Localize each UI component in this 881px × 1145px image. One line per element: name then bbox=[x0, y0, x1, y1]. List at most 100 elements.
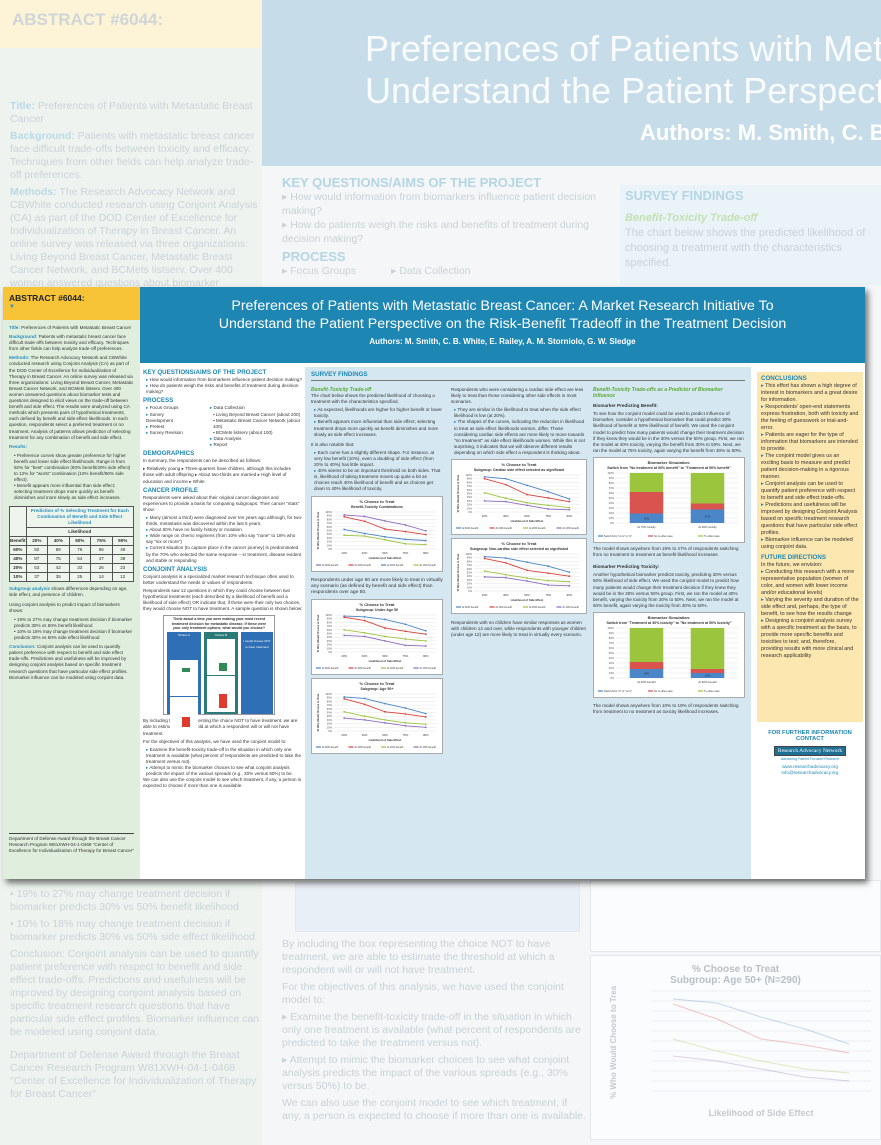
chart-subtitle: Subgroup: Under Age 50 bbox=[356, 608, 398, 612]
bg-conjoint-text: By including the box representing the ch… bbox=[282, 938, 587, 1127]
bg-abstract-text: Title: Preferences of Patients with Meta… bbox=[10, 100, 260, 294]
bg-x-axis-label: Likelihood of Side Effect bbox=[708, 1108, 813, 1118]
email-link[interactable]: info@researchadvocacy.org bbox=[781, 770, 839, 775]
legend-label: At 60% benefit bbox=[462, 527, 479, 530]
bar-segment bbox=[629, 472, 664, 492]
bg-text: ▸ Examine the benefit-toxicity trade-off… bbox=[282, 1011, 581, 1049]
legend-label: At 40% benefit bbox=[355, 667, 372, 670]
y-tick-label: 0% bbox=[328, 547, 332, 551]
table-cell: 75 bbox=[47, 554, 70, 565]
text: The Research Advocacy Network and CBWhit… bbox=[9, 355, 134, 440]
list-item: Patients are eager for the type of infor… bbox=[761, 432, 859, 453]
data-point bbox=[424, 712, 427, 715]
bg-process-title: PROCESS bbox=[282, 249, 346, 264]
legend-label: Tx either case bbox=[704, 690, 720, 693]
x-tick-label: 75% bbox=[545, 514, 551, 518]
bg-text: By including the box representing the ch… bbox=[282, 938, 555, 976]
bg-kq-title: KEY QUESTIONS/AIMS OF THE PROJECT bbox=[282, 175, 542, 190]
label: Conclusion: bbox=[9, 644, 36, 650]
y-tick-label: 0% bbox=[468, 510, 472, 514]
data-point bbox=[568, 506, 571, 509]
y-tick-label: 80% bbox=[327, 620, 333, 624]
biomarker-list: 19% to 27% may change treatment decision… bbox=[14, 617, 134, 641]
list-item: Data Collection bbox=[210, 405, 303, 411]
abstract-background: Background: Patients with metastatic bre… bbox=[9, 334, 134, 352]
website-link[interactable]: www.researchadvocacy.org bbox=[782, 764, 838, 769]
data-point bbox=[404, 630, 407, 633]
legend-label: At 40% benefit bbox=[496, 527, 513, 530]
text: Conjoint analysis is a specialized marke… bbox=[143, 573, 294, 585]
list-item: Conjoint analysis can be used to quantif… bbox=[761, 481, 859, 502]
y-tick-label: 80% bbox=[327, 517, 333, 521]
series-line bbox=[344, 528, 426, 541]
data-point bbox=[384, 535, 386, 538]
survey-col-2: Respondents who were considering a cardi… bbox=[451, 387, 587, 641]
bg-text: • 19% to 27% may change treatment decisi… bbox=[10, 888, 239, 913]
y-tick-label: 20% bbox=[609, 511, 615, 515]
y-tick-label: 100% bbox=[607, 626, 614, 630]
data-point bbox=[343, 515, 346, 518]
x-tick-label: 20% bbox=[482, 514, 488, 518]
data-point bbox=[568, 575, 571, 578]
table-cell: 26 bbox=[90, 563, 113, 574]
y-tick-label: 60% bbox=[327, 524, 333, 528]
data-point bbox=[343, 717, 346, 719]
bar-label: 19% bbox=[644, 516, 650, 520]
y-tick-label: 50% bbox=[609, 651, 615, 655]
label: Choice B bbox=[214, 633, 228, 638]
chart-subtitle: Switch from "No treatment at 30% benefit… bbox=[607, 466, 731, 470]
data-point bbox=[504, 576, 507, 579]
list-item: Pretest bbox=[146, 424, 189, 430]
y-tick-label: 30% bbox=[467, 499, 473, 503]
data-point bbox=[424, 529, 427, 532]
list-item: This effort has shown a high degree of i… bbox=[761, 383, 859, 404]
chart-subtitle: Subgroup: Cardiac side effect selected a… bbox=[474, 468, 565, 472]
bg-abstract-bottom: • 19% to 27% may change treatment decisi… bbox=[10, 888, 260, 1105]
chart-subtitle: Subgroup: Age 50+ bbox=[361, 687, 394, 691]
data-point bbox=[504, 477, 507, 480]
y-tick-label: 30% bbox=[609, 506, 615, 510]
results-item: Preference curves show greater preferenc… bbox=[14, 453, 134, 483]
y-tick-label: 20% bbox=[467, 582, 473, 586]
chart-biomarker-toxicity: Biomarker Simulation: Switch from "Treatm… bbox=[593, 611, 745, 698]
text: Conjoint analysis can be used to quantif… bbox=[9, 644, 128, 680]
y-tick-label: 70% bbox=[327, 703, 333, 707]
conclusions-panel: CONCLUSIONS This effort has shown a high… bbox=[757, 372, 863, 722]
data-point bbox=[384, 527, 386, 530]
table-header: 90% bbox=[111, 535, 135, 547]
y-tick-label: 10% bbox=[327, 543, 333, 547]
y-tick-label: 10% bbox=[467, 506, 473, 510]
legend-label: No tx either case bbox=[654, 535, 673, 538]
y-tick-label: 100% bbox=[325, 613, 332, 617]
y-tick-label: 90% bbox=[327, 696, 333, 700]
label: Methods: bbox=[10, 186, 57, 198]
list-item: Survey Development bbox=[146, 412, 189, 424]
chart-subtitle: Subgroup: Non-cardiac side effect select… bbox=[470, 547, 569, 551]
bar-label: 27% bbox=[705, 514, 711, 518]
bg-paragraph: Methods: The Research Advocacy Network a… bbox=[10, 186, 260, 290]
text: Another hypothetical biomarker predicts … bbox=[593, 572, 739, 608]
x-tick-label: 90% bbox=[423, 654, 429, 658]
no-treatment-box: I would choose NOT to have treatment bbox=[241, 632, 273, 715]
list-item: How do patients weigh the risks and bene… bbox=[146, 383, 303, 395]
text: In summary, the respondents can be descr… bbox=[143, 458, 262, 464]
bg-sf-sub: Benefit-Toxicity Trade-off bbox=[625, 212, 758, 224]
data-point bbox=[526, 493, 528, 496]
data-point bbox=[343, 634, 346, 637]
list-item: BCMets listserv (about 100) bbox=[213, 430, 303, 436]
y-tick-label: 80% bbox=[609, 636, 615, 640]
legend-label: Switch from "no tx" to "tx" bbox=[604, 535, 632, 538]
y-tick-label: 60% bbox=[327, 628, 333, 632]
legend-label: At 20% benefit bbox=[387, 564, 404, 567]
bar-segment bbox=[629, 491, 664, 514]
text: Respondents with no children have simila… bbox=[451, 620, 587, 638]
data-point bbox=[384, 635, 386, 638]
subsection-title: Benefit-Toxicity Trade-offs as a Predict… bbox=[593, 387, 723, 400]
poster-title: Preferences of Patients with Metastatic … bbox=[140, 287, 865, 333]
data-point bbox=[384, 718, 386, 721]
bg-authors: Authors: M. Smith, C. B. bbox=[640, 120, 881, 145]
text: Patients with metastatic breast cancer f… bbox=[10, 130, 255, 181]
data-point bbox=[504, 557, 507, 560]
data-point bbox=[404, 537, 407, 540]
data-point bbox=[343, 527, 346, 530]
